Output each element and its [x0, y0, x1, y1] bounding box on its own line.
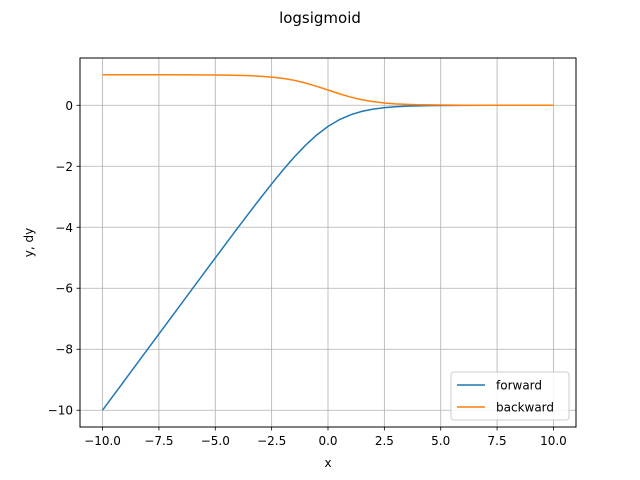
ticks: −10.0 −7.5 −5.0 −2.5 0.0 2.5 5.0 7.5 10.0 −10 −8 −6…: [48, 99, 567, 448]
legend-label-forward: forward: [496, 379, 542, 393]
grid: [80, 58, 576, 427]
legend: forward backward: [450, 371, 570, 421]
series-line-backward: [102, 74, 554, 107]
x-tick-label: −10.0: [84, 434, 121, 448]
legend-label-backward: backward: [496, 401, 554, 415]
x-tick-label: 0.0: [318, 434, 337, 448]
series-group: [101, 74, 554, 411]
y-tick-label: −2: [55, 160, 73, 174]
x-tick-label: 10.0: [540, 434, 567, 448]
x-tick-label: 2.5: [375, 434, 394, 448]
x-tick-label: −5.0: [201, 434, 230, 448]
x-tick-label: −2.5: [257, 434, 286, 448]
y-tick-label: −10: [48, 404, 73, 418]
x-tick-label: 5.0: [431, 434, 450, 448]
y-tick-label: −4: [55, 221, 73, 235]
x-tick-label: −7.5: [144, 434, 173, 448]
y-axis-label: y, dy: [22, 228, 36, 257]
x-axis-label: x: [324, 456, 331, 470]
legend-box: [450, 371, 570, 421]
y-tick-label: 0: [65, 99, 73, 113]
x-tick-label: 7.5: [488, 434, 507, 448]
y-tick-label: −8: [55, 343, 73, 357]
y-tick-label: −6: [55, 282, 73, 296]
chart-title: logsigmoid: [279, 9, 361, 27]
